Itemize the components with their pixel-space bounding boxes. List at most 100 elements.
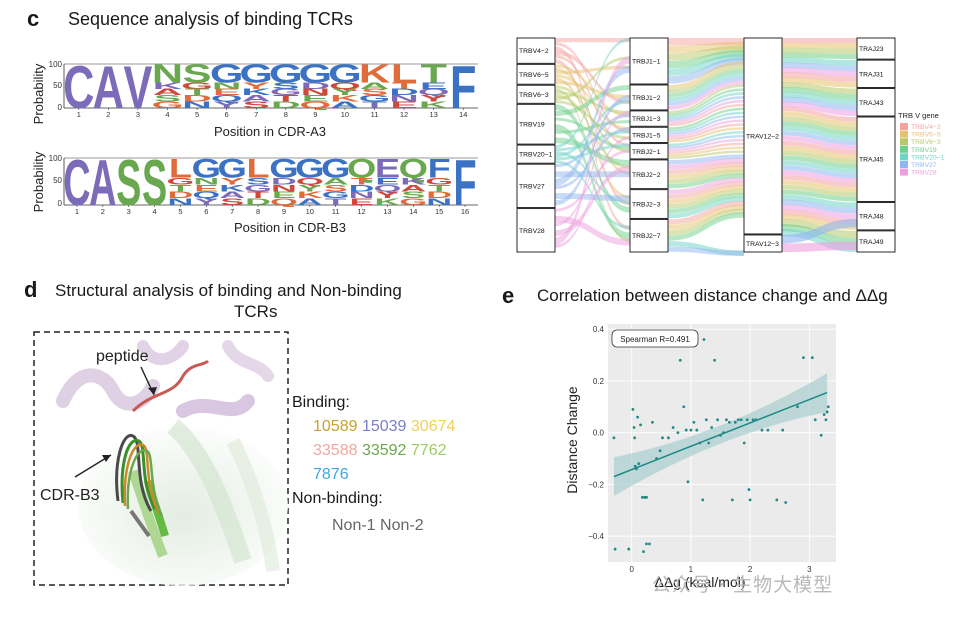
logo-letter-minor: E bbox=[302, 94, 329, 104]
logo-letter-minor: S bbox=[246, 176, 270, 187]
logo-letter-minor: S bbox=[243, 100, 270, 110]
logo-letter-minor: A bbox=[241, 94, 271, 104]
trbj-node bbox=[629, 189, 669, 219]
sankey-flow bbox=[668, 200, 744, 225]
data-point bbox=[640, 495, 644, 499]
logo-position-tick: 7 bbox=[254, 110, 258, 119]
trbv-label: TRBV27 bbox=[519, 183, 545, 190]
sankey-flow bbox=[782, 218, 857, 244]
logo-letter-minor: K bbox=[400, 176, 426, 187]
logo-letter-minor: Y bbox=[194, 196, 219, 207]
logo-column: S bbox=[142, 148, 167, 220]
nonbinding-id: Non-1 bbox=[332, 517, 376, 534]
data-point bbox=[825, 410, 829, 414]
legend-swatch bbox=[900, 145, 908, 153]
cdr-b3-label: CDR-B3 bbox=[40, 487, 100, 504]
trbj-label: TRBJ2−7 bbox=[632, 233, 661, 240]
sankey-flow bbox=[782, 194, 857, 208]
sankey-flow bbox=[668, 146, 744, 157]
y-tick-label: 0.2 bbox=[593, 377, 605, 386]
sankey-flow bbox=[555, 110, 630, 227]
logo-letter-minor: K bbox=[374, 196, 400, 207]
logo-letter-minor: T bbox=[428, 183, 450, 194]
logo-letter-minor: Y bbox=[298, 183, 323, 194]
data-point bbox=[730, 498, 734, 502]
sankey-flow bbox=[668, 103, 744, 127]
sankey-flow bbox=[782, 82, 857, 95]
logo-column: S bbox=[116, 148, 141, 220]
logo-letter-minor: D bbox=[271, 100, 301, 110]
data-point bbox=[736, 418, 740, 422]
data-point bbox=[719, 433, 722, 437]
legend-swatch bbox=[900, 123, 908, 130]
logo-position-tick: 1 bbox=[77, 110, 81, 119]
logo-letter-minor: A bbox=[297, 196, 323, 207]
logo-letter-minor: S bbox=[401, 190, 425, 201]
sankey-flow bbox=[782, 42, 857, 49]
logo-letter-minor: K bbox=[330, 94, 360, 104]
sankey-flow bbox=[782, 241, 857, 252]
data-point bbox=[745, 418, 749, 422]
traj-node bbox=[856, 230, 896, 253]
logo-b3-ytick-100: 100 bbox=[49, 154, 63, 163]
sankey-flow bbox=[782, 126, 857, 141]
trbv-node bbox=[516, 208, 556, 253]
traj-node bbox=[856, 88, 896, 117]
legend-item: TRBV28 bbox=[911, 170, 937, 177]
logo-letter-minor: Y bbox=[220, 176, 245, 187]
scatter-ylabel: Distance Change bbox=[564, 386, 580, 494]
sankey-flow bbox=[668, 123, 744, 140]
traj-label: TRAJ43 bbox=[859, 100, 884, 107]
logo-letter-minor: D bbox=[167, 190, 193, 201]
data-point bbox=[682, 405, 686, 409]
logo-letter: G bbox=[299, 59, 333, 88]
logo-letter: G bbox=[269, 153, 298, 184]
sankey-flow bbox=[668, 115, 744, 135]
logo-column: F bbox=[454, 148, 477, 220]
sankey-diagram: TRBV4−2TRBV6−5TRBV6−3TRBV19TRBV20−1TRBV2… bbox=[516, 37, 945, 256]
sankey-flow bbox=[782, 91, 857, 106]
trav-node bbox=[743, 234, 783, 253]
logo-position-tick: 16 bbox=[461, 207, 469, 216]
traj-label: TRAJ45 bbox=[859, 157, 884, 164]
logo-a3-ytick-50: 50 bbox=[53, 81, 62, 90]
traj-node bbox=[856, 59, 896, 89]
logo-position-tick: 8 bbox=[256, 207, 260, 216]
logo-letter-minor: Y bbox=[331, 88, 359, 98]
sankey-flow bbox=[668, 181, 744, 200]
sankey-flow bbox=[668, 53, 744, 76]
logo-letter-minor: Q bbox=[374, 183, 402, 194]
sankey-flow bbox=[782, 52, 857, 60]
logo-position-tick: 6 bbox=[225, 110, 229, 119]
legend-item: TRBV27 bbox=[911, 162, 937, 169]
sankey-flow bbox=[668, 45, 744, 61]
logo-letter: S bbox=[183, 59, 212, 88]
logo-position-tick: 5 bbox=[178, 207, 182, 216]
trbv-node bbox=[516, 63, 556, 85]
traj-label: TRAJ31 bbox=[859, 71, 884, 78]
data-point bbox=[747, 488, 751, 491]
sankey-flow bbox=[668, 169, 744, 184]
data-point bbox=[751, 418, 755, 422]
logo-letter-minor: A bbox=[330, 100, 360, 110]
sankey-flow bbox=[782, 131, 857, 146]
data-point bbox=[613, 547, 617, 551]
traj-node bbox=[856, 116, 896, 202]
trbj-node bbox=[629, 218, 669, 253]
sankey-flow bbox=[782, 204, 857, 219]
logo-letter-minor: Q bbox=[296, 176, 324, 187]
sankey-flow bbox=[555, 193, 630, 202]
y-tick-label: −0.2 bbox=[588, 480, 604, 489]
logo-letter-minor: G bbox=[359, 94, 391, 104]
legend-item: TRBV20−1 bbox=[911, 154, 945, 161]
data-point bbox=[819, 433, 823, 437]
logo-column: A bbox=[93, 54, 124, 122]
logo-letter-minor: S bbox=[324, 183, 348, 194]
panel-d-title-line2: TCRs bbox=[234, 302, 278, 321]
panel-c-title: Sequence analysis of binding TCRs bbox=[68, 9, 353, 29]
